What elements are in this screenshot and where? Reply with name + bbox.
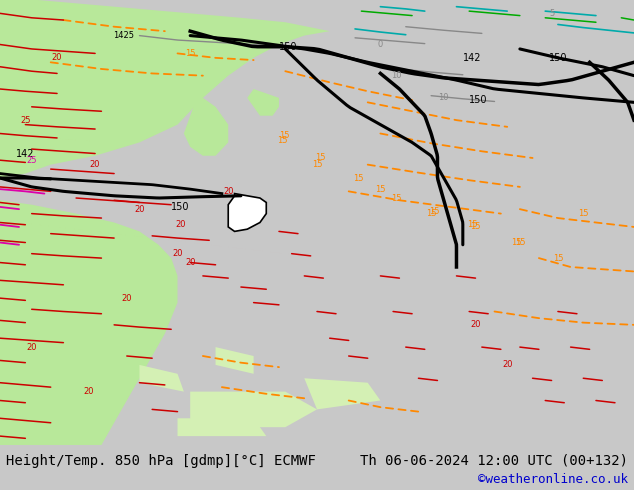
- Text: 142: 142: [463, 53, 482, 63]
- Text: 5: 5: [549, 9, 554, 18]
- Polygon shape: [0, 200, 178, 445]
- Text: Height/Temp. 850 hPa [gdmp][°C] ECMWF: Height/Temp. 850 hPa [gdmp][°C] ECMWF: [6, 454, 316, 468]
- Text: 10: 10: [391, 71, 401, 80]
- Text: 15: 15: [578, 209, 588, 218]
- Text: 150: 150: [279, 42, 298, 52]
- Text: 25: 25: [20, 116, 30, 124]
- Text: 15: 15: [553, 254, 563, 263]
- Text: 10: 10: [439, 94, 449, 102]
- Text: 20: 20: [470, 320, 481, 329]
- Text: 15: 15: [426, 209, 436, 218]
- Text: 142: 142: [16, 148, 35, 159]
- Text: 150: 150: [548, 53, 567, 63]
- Text: 150: 150: [469, 95, 488, 105]
- Text: ©weatheronline.co.uk: ©weatheronline.co.uk: [477, 472, 628, 486]
- Text: 1425: 1425: [113, 31, 134, 40]
- Text: 20: 20: [223, 187, 233, 196]
- Text: 15: 15: [312, 160, 322, 169]
- Text: 150: 150: [171, 202, 190, 212]
- Text: 15: 15: [315, 153, 325, 163]
- Text: 15: 15: [375, 185, 385, 194]
- Polygon shape: [228, 194, 266, 231]
- Text: 0: 0: [378, 40, 383, 49]
- Text: 15: 15: [470, 222, 481, 231]
- Text: 20: 20: [185, 258, 195, 267]
- Text: 20: 20: [502, 361, 512, 369]
- Text: 20: 20: [90, 160, 100, 169]
- Text: 20: 20: [84, 387, 94, 396]
- Text: 15: 15: [429, 207, 439, 216]
- Text: 15: 15: [515, 238, 525, 247]
- Text: 15: 15: [467, 220, 477, 229]
- Polygon shape: [190, 392, 317, 427]
- Text: 20: 20: [134, 205, 145, 214]
- Text: 15: 15: [512, 238, 522, 247]
- Text: 15: 15: [185, 49, 195, 58]
- Polygon shape: [247, 89, 279, 116]
- Text: 20: 20: [176, 220, 186, 229]
- Text: 20: 20: [122, 294, 132, 303]
- Text: 15: 15: [279, 131, 289, 140]
- Text: 20: 20: [52, 53, 62, 62]
- Polygon shape: [304, 378, 380, 410]
- Text: Th 06-06-2024 12:00 UTC (00+132): Th 06-06-2024 12:00 UTC (00+132): [359, 454, 628, 468]
- Text: 15: 15: [353, 173, 363, 182]
- Polygon shape: [178, 418, 266, 436]
- Polygon shape: [216, 347, 254, 374]
- Text: 15: 15: [277, 136, 287, 145]
- Text: 15: 15: [391, 194, 401, 202]
- Text: 20: 20: [172, 249, 183, 258]
- Polygon shape: [184, 98, 228, 156]
- Polygon shape: [0, 0, 330, 178]
- Text: 20: 20: [27, 343, 37, 352]
- Text: 25: 25: [27, 156, 37, 165]
- Polygon shape: [139, 365, 184, 392]
